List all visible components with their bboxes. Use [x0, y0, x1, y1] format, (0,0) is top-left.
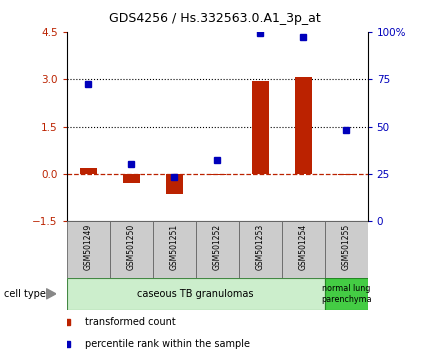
Bar: [295, 77, 312, 174]
Text: GSM501249: GSM501249: [84, 224, 92, 270]
Text: GSM501250: GSM501250: [127, 224, 135, 270]
Text: caseous TB granulomas: caseous TB granulomas: [138, 289, 254, 299]
Text: percentile rank within the sample: percentile rank within the sample: [85, 339, 250, 349]
Bar: [239, 221, 282, 278]
Text: GSM501255: GSM501255: [342, 224, 350, 270]
Text: GSM501254: GSM501254: [299, 224, 307, 270]
Text: cell type: cell type: [4, 289, 46, 299]
Bar: [338, 174, 355, 176]
Bar: [110, 221, 153, 278]
Bar: [325, 221, 368, 278]
Polygon shape: [46, 289, 56, 299]
Bar: [67, 221, 110, 278]
Text: transformed count: transformed count: [85, 317, 175, 327]
Text: GSM501251: GSM501251: [170, 224, 178, 270]
Bar: [252, 81, 269, 174]
Bar: [153, 221, 196, 278]
Bar: [196, 221, 239, 278]
Bar: [166, 174, 183, 194]
Text: GSM501253: GSM501253: [256, 224, 264, 270]
Text: GSM501252: GSM501252: [213, 224, 221, 270]
Text: GDS4256 / Hs.332563.0.A1_3p_at: GDS4256 / Hs.332563.0.A1_3p_at: [109, 12, 321, 25]
Bar: [325, 278, 368, 310]
Bar: [123, 174, 140, 183]
Bar: [282, 221, 325, 278]
Bar: [209, 174, 226, 176]
Bar: [67, 278, 325, 310]
Text: normal lung
parenchyma: normal lung parenchyma: [321, 284, 372, 303]
Bar: [80, 168, 97, 174]
